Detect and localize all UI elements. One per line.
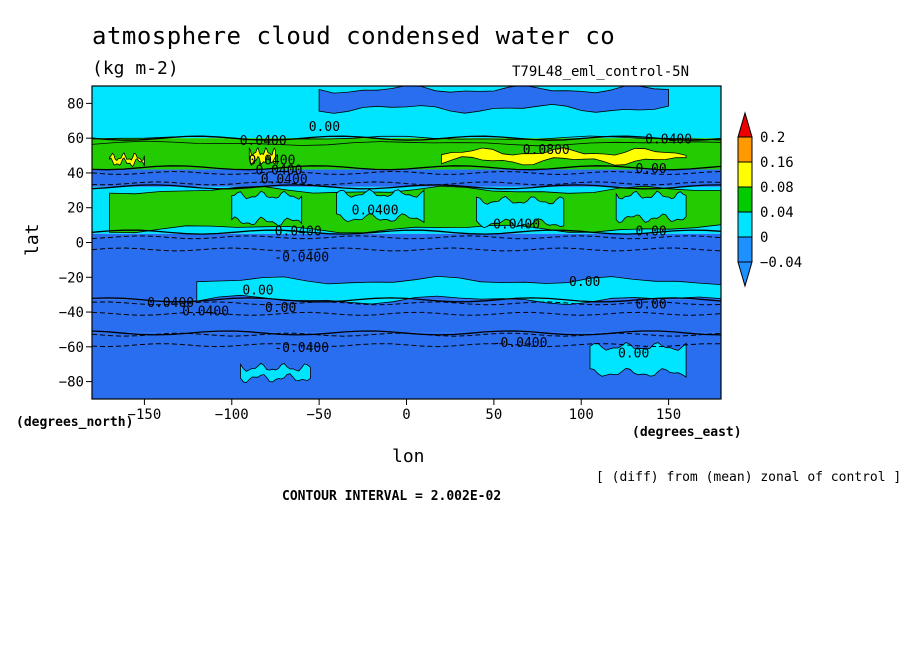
contour-label-14: 0.00 (242, 284, 273, 299)
y-tick-label-6: −40 (59, 305, 84, 321)
field-hole-1 (336, 188, 425, 224)
contour-label-20: -0.0400 (493, 336, 548, 351)
contour-line-n60 (92, 135, 721, 147)
field-hole-3 (615, 190, 687, 224)
colorbar-swatch-2 (737, 186, 753, 213)
contour-label-4: 0.0400 (248, 153, 295, 168)
contour-dashed-3 (92, 247, 721, 252)
y-tick-label-7: −60 (59, 340, 84, 356)
x-tick-label-4: 50 (485, 407, 502, 423)
contour-label-8: 0.0400 (352, 204, 399, 219)
contour-zero-5 (92, 330, 721, 336)
x-axis-label: lon (392, 446, 425, 467)
colorbar-swatch-0 (737, 136, 753, 163)
diff-note: [ (diff) from (mean) zonal of control ] (596, 470, 902, 485)
contour-label-3: 0.0800 (523, 143, 570, 158)
colorbar-arrow-bottom (737, 261, 753, 288)
colorbar-label-5: −0.04 (760, 255, 802, 271)
field-hole-0 (231, 190, 303, 227)
field-patch-1 (441, 147, 687, 166)
x-tick-label-0: −150 (128, 407, 162, 423)
contour-label-18: 0.00 (635, 298, 666, 313)
contour-dashed-2 (92, 235, 721, 240)
contour-interval: CONTOUR INTERVAL = 2.002E-02 (282, 489, 502, 504)
contour-zero-1 (92, 165, 721, 171)
colorbar-arrow-top (737, 111, 753, 138)
chart-units: (kg m-2) (92, 58, 179, 79)
contour-label-16: 0.0400 (182, 305, 229, 320)
field-hole-2 (476, 195, 565, 229)
colorbar-swatch-1 (737, 161, 753, 188)
field-patch-7 (240, 362, 311, 384)
y-tick-label-3: 20 (67, 201, 84, 217)
contour-zero-2 (92, 184, 721, 190)
y-tick-label-4: 0 (76, 236, 84, 252)
x-tick-label-3: 0 (402, 407, 410, 423)
x-tick-label-1: −100 (215, 407, 249, 423)
contour-label-12: -0.0400 (274, 251, 329, 266)
colorbar-label-3: 0.04 (760, 205, 794, 221)
contour-label-9: 0.0400 (493, 218, 540, 233)
contour-label-11: 0.00 (635, 225, 666, 240)
contour-dashed-7 (92, 343, 721, 348)
run-label: T79L48_eml_control-5N (512, 64, 690, 80)
contour-label-13: 0.00 (569, 275, 600, 290)
contour-dashed-5 (92, 311, 721, 316)
contour-zero-0 (92, 135, 721, 141)
colorbar-swatch-3 (737, 211, 753, 238)
field-patch-0 (318, 86, 669, 114)
contour-label-5: 0.0400 (255, 164, 302, 179)
y-axis-units: (degrees_north) (16, 415, 134, 430)
contour-label-15: 0.0400 (147, 296, 194, 311)
contour-label-21: 0.00 (618, 346, 649, 361)
contour-dashed-1 (92, 181, 721, 186)
contour-label-1: 0.0400 (240, 134, 287, 149)
x-tick-label-5: 100 (569, 407, 594, 423)
y-tick-label-8: −80 (59, 375, 84, 391)
chart-title: atmosphere cloud condensed water co (92, 22, 616, 50)
y-tick-label-0: 80 (67, 96, 84, 112)
x-tick-label-2: −50 (306, 407, 331, 423)
field-patch-3 (248, 146, 276, 167)
y-tick-label-2: 40 (67, 166, 84, 182)
contour-label-2: 0.0400 (645, 132, 692, 147)
contour-label-0: 0.00 (309, 120, 340, 135)
colorbar-swatch-4 (737, 236, 753, 263)
field-band-2 (92, 169, 721, 187)
x-axis-units: (degrees_east) (632, 425, 742, 440)
contour-zero-3 (92, 229, 721, 235)
field-band-5 (92, 299, 721, 333)
x-tick-label-6: 150 (656, 407, 681, 423)
colorbar-label-2: 0.08 (760, 180, 794, 196)
contour-label-6: 0.00 (635, 162, 666, 177)
field-patch-2 (109, 152, 145, 168)
contour-dashed-0 (92, 170, 721, 175)
contour-label-7: 0.0400 (261, 172, 308, 187)
contour-label-17: 0.00 (265, 301, 296, 316)
colorbar-label-0: 0.2 (760, 130, 785, 146)
contour-dashed-4 (92, 301, 721, 306)
y-tick-label-1: 60 (67, 131, 84, 147)
colorbar-label-1: 0.16 (760, 155, 794, 171)
contour-zero-4 (92, 297, 721, 303)
colorbar-label-4: 0 (760, 230, 768, 246)
y-tick-label-5: −20 (59, 270, 84, 286)
contour-label-19: -0.0400 (274, 341, 329, 356)
contour-label-10: 0.0400 (275, 225, 322, 240)
field-patch-5 (196, 275, 721, 306)
